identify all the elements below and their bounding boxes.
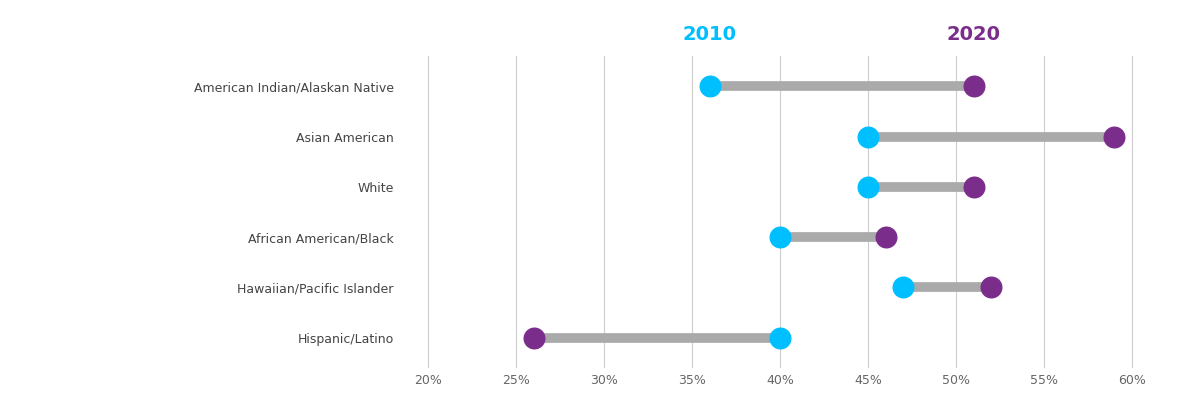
Point	[894, 284, 913, 291]
Point	[1105, 133, 1124, 140]
Text: 2010: 2010	[683, 24, 737, 44]
Point	[858, 133, 877, 140]
Text: Horizontal Dumbbell: Horizontal Dumbbell	[72, 86, 330, 106]
Point	[858, 184, 877, 190]
Text: Dot Plots in Excel: Dot Plots in Excel	[91, 150, 311, 170]
Text: Method: Method	[118, 309, 284, 347]
Point	[982, 284, 1001, 291]
Point	[964, 184, 983, 190]
Point	[770, 335, 790, 341]
Text: Way Easier: Way Easier	[82, 221, 320, 259]
Point	[770, 234, 790, 240]
Point	[701, 83, 720, 89]
Point	[964, 83, 983, 89]
Point	[524, 335, 544, 341]
Text: 2020: 2020	[947, 24, 1001, 44]
Point	[876, 234, 895, 240]
